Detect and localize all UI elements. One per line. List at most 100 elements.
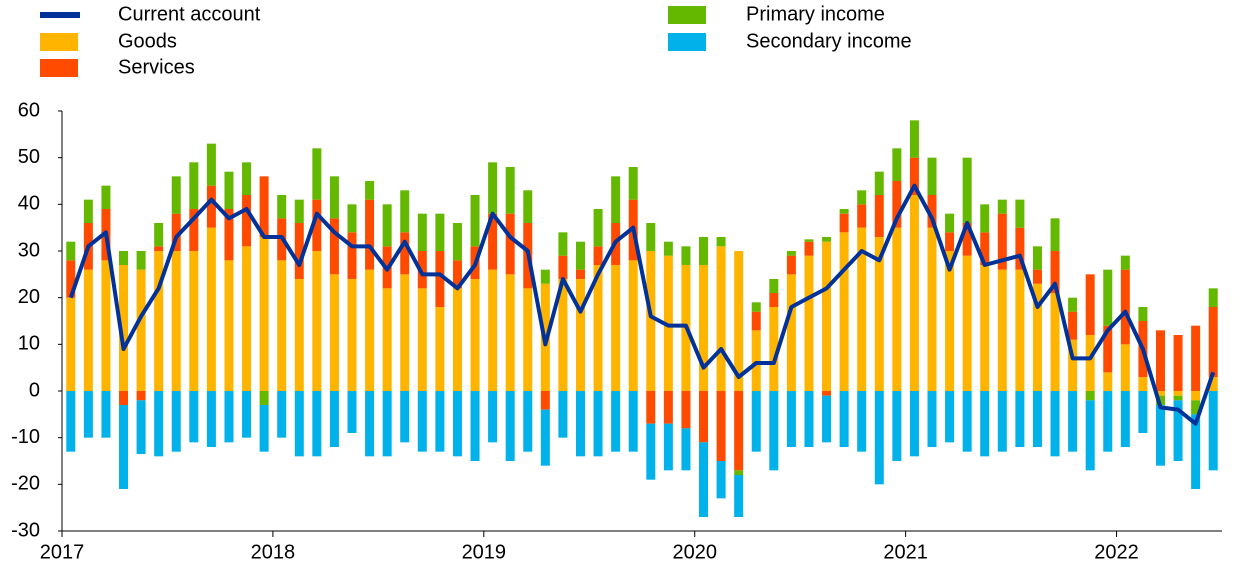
- bar-segment: [1138, 307, 1148, 321]
- bar-segment: [716, 391, 726, 461]
- bar-segment: [628, 260, 638, 391]
- bar-segment: [259, 237, 269, 391]
- bar-segment: [769, 307, 779, 391]
- bar-segment: [892, 148, 902, 181]
- bar-segment: [452, 260, 462, 289]
- bar-segment: [435, 307, 445, 391]
- y-tick-label: 40: [18, 193, 40, 215]
- bar-segment: [611, 176, 621, 223]
- legend-swatch: [40, 33, 78, 51]
- bar-segment: [962, 223, 972, 256]
- bar-segment: [874, 391, 884, 485]
- bar-segment: [119, 251, 129, 265]
- bar-segment: [382, 288, 392, 391]
- bar-segment: [804, 241, 814, 256]
- bar-segment: [365, 181, 375, 200]
- bar-segment: [1208, 288, 1218, 307]
- bar-segment: [839, 232, 849, 391]
- bar-segment: [892, 227, 902, 391]
- bar-segment: [822, 391, 832, 396]
- bar-segment: [1015, 199, 1025, 228]
- bar-segment: [329, 176, 339, 219]
- bar-segment: [1103, 269, 1113, 326]
- bar-segment: [997, 269, 1007, 391]
- bar-segment: [435, 213, 445, 251]
- y-tick-label: -10: [11, 426, 40, 448]
- bar-segment: [1015, 269, 1025, 391]
- line-series: [68, 183, 1216, 426]
- bar-segment: [277, 391, 287, 438]
- bar-segment: [1155, 405, 1165, 466]
- bar-segment: [1085, 400, 1095, 471]
- bar-segment: [997, 199, 1007, 214]
- bar-segment: [1015, 227, 1025, 270]
- bar-segment: [909, 157, 919, 195]
- bar-segment: [417, 213, 427, 251]
- bar-segment: [734, 251, 744, 391]
- bar-segment: [962, 255, 972, 391]
- bar-segment: [751, 311, 761, 331]
- bar-segment: [1208, 391, 1218, 471]
- bar-segment: [646, 391, 656, 424]
- bar-segment: [1120, 391, 1130, 447]
- bar-segment: [312, 251, 322, 391]
- legend-label: Goods: [118, 30, 177, 52]
- bar-segment: [593, 265, 603, 391]
- bar-segment: [927, 391, 937, 447]
- legend-label: Primary income: [746, 3, 885, 25]
- bar-segment: [734, 475, 744, 517]
- bar-segment: [804, 255, 814, 391]
- y-tick-label: 20: [18, 286, 40, 308]
- bar-segment: [1120, 344, 1130, 391]
- bar-segment: [593, 209, 603, 247]
- bar-segment: [1032, 246, 1042, 270]
- bar-segment: [294, 223, 304, 279]
- bar-segment: [663, 423, 673, 471]
- x-tick-label: 2018: [251, 541, 296, 563]
- bar-segment: [1138, 391, 1148, 433]
- bar-segment: [751, 391, 761, 452]
- bar-segment: [136, 251, 146, 270]
- bar-segment: [716, 237, 726, 247]
- x-tick-label: 2017: [40, 541, 85, 563]
- bar-segment: [435, 391, 445, 452]
- bar-segment: [769, 293, 779, 307]
- bar-segment: [839, 213, 849, 233]
- bar-segment: [365, 391, 375, 457]
- y-tick-label: -30: [11, 519, 40, 541]
- y-tick-label: 50: [18, 146, 40, 168]
- bar-segment: [417, 251, 427, 289]
- bar-segment: [154, 251, 164, 391]
- bar-segment: [312, 148, 322, 200]
- bar-segment: [1120, 269, 1130, 345]
- bar-segment: [1103, 372, 1113, 391]
- bar-segment: [523, 288, 533, 391]
- bar-segment: [1050, 251, 1060, 293]
- bar-segment: [786, 391, 796, 447]
- bar-segment: [1208, 307, 1218, 377]
- bar-segment: [857, 190, 867, 205]
- bar-segment: [1050, 391, 1060, 457]
- bar-segment: [699, 442, 709, 517]
- bar-segment: [119, 265, 129, 391]
- bar-segment: [136, 391, 146, 401]
- bar-segment: [1068, 311, 1078, 340]
- bar-segment: [259, 391, 269, 405]
- bar-segment: [1208, 377, 1218, 391]
- bar-segment: [558, 232, 568, 256]
- bar-segment: [593, 246, 603, 265]
- legend-swatch: [668, 33, 706, 51]
- bar-segment: [927, 157, 937, 195]
- bar-segment: [488, 269, 498, 391]
- bar-segment: [945, 213, 955, 233]
- bar-segment: [154, 223, 164, 247]
- bar-segment: [1103, 325, 1113, 373]
- bar-segment: [699, 237, 709, 265]
- bar-segment: [312, 199, 322, 251]
- bar-segment: [400, 232, 410, 275]
- bar-segment: [189, 162, 199, 209]
- bar-segment: [822, 395, 832, 443]
- bar-segment: [470, 391, 480, 461]
- bar-segment: [523, 391, 533, 452]
- bar-segment: [206, 185, 216, 228]
